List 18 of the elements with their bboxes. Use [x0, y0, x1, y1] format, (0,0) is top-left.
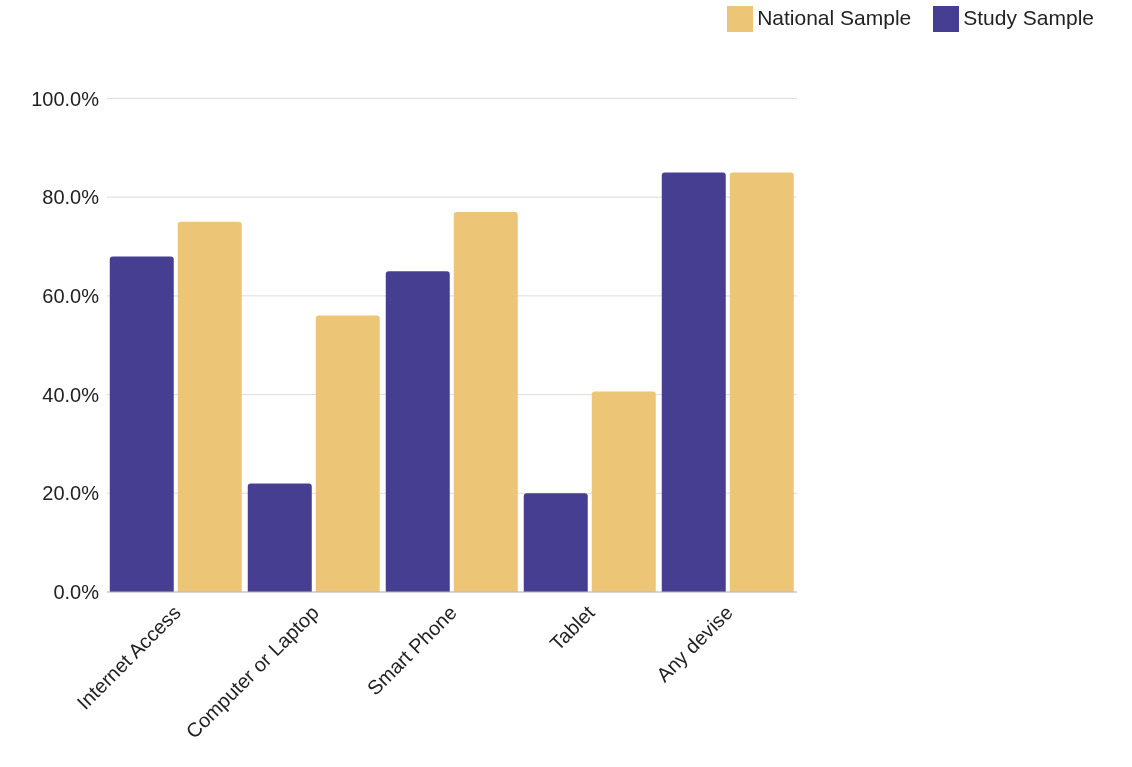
bar: [453, 211, 518, 592]
bar: [729, 172, 794, 592]
y-tick-label: 100.0%: [31, 87, 100, 110]
bar: [661, 172, 726, 592]
y-tick-label: 20.0%: [42, 482, 100, 505]
bar: [523, 493, 588, 592]
y-tick-label: 60.0%: [42, 284, 100, 307]
bar: [315, 315, 380, 592]
bar: [247, 483, 312, 592]
bar: [177, 221, 242, 592]
y-tick-label: 40.0%: [42, 383, 100, 406]
y-tick-label: 0.0%: [53, 581, 100, 604]
legend-label: National Sample: [757, 6, 912, 29]
bar: [109, 256, 174, 592]
y-tick-label: 80.0%: [42, 186, 100, 209]
bar: [591, 391, 656, 592]
bar: [385, 271, 450, 592]
legend-label: Study Sample: [963, 6, 1094, 29]
